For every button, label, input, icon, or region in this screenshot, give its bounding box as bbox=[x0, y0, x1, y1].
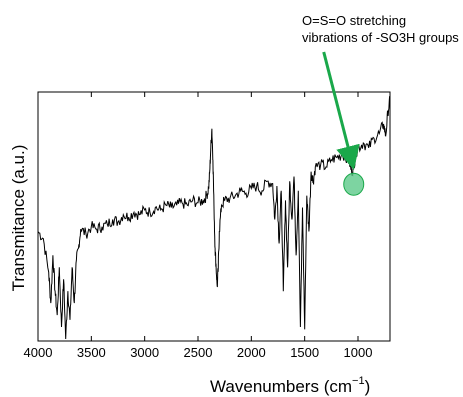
x-tick-label: 1500 bbox=[290, 345, 319, 360]
x-tick-label: 3500 bbox=[77, 345, 106, 360]
x-axis-label: Wavenumbers (cm−1) bbox=[210, 375, 370, 397]
x-tick-label: 2000 bbox=[237, 345, 266, 360]
annotation-text: O=S=O stretching vibrations of -SO3H gro… bbox=[302, 12, 459, 46]
x-axis-unit: (cm bbox=[323, 377, 353, 396]
annotation-line-2: vibrations of -SO3H groups bbox=[302, 30, 459, 45]
x-axis-unit-exponent: −1 bbox=[352, 375, 365, 387]
x-tick-label: 3000 bbox=[130, 345, 159, 360]
y-axis-label: Transmitance (a.u.) bbox=[9, 144, 28, 292]
x-axis-label-text: Wavenumbers bbox=[210, 377, 319, 396]
annotation-line-1: O=S=O stretching bbox=[302, 13, 407, 28]
x-tick-label: 2500 bbox=[184, 345, 213, 360]
x-tick-label: 1000 bbox=[344, 345, 373, 360]
annotation-highlight-marker bbox=[343, 172, 365, 196]
x-axis-ticks: 4000 3500 3000 2500 2000 1500 1000 bbox=[24, 92, 373, 360]
x-axis-unit-close: ) bbox=[364, 377, 371, 396]
annotation-arrow bbox=[322, 51, 360, 170]
plot-frame bbox=[37, 91, 391, 342]
spectrum-series-line bbox=[37, 96, 391, 340]
x-tick-label: 4000 bbox=[24, 345, 53, 360]
